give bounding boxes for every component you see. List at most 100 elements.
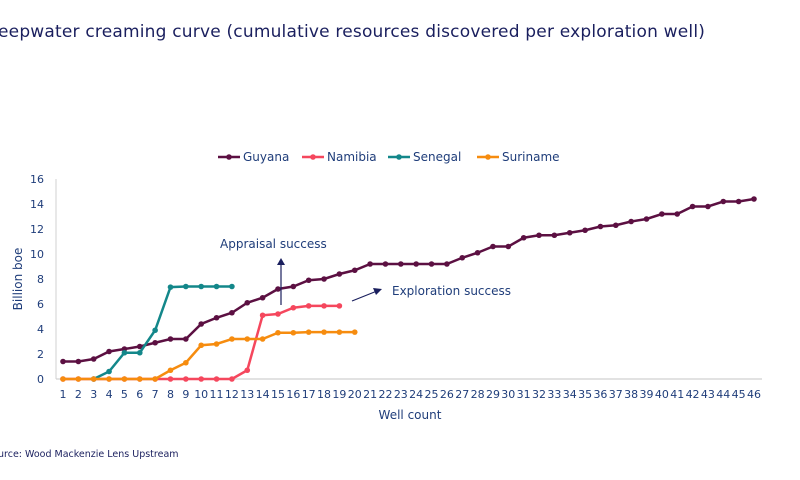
legend-label-guyana: Guyana [243, 150, 289, 164]
data-point-guyana [106, 348, 112, 355]
x-tick-label: 40 [655, 388, 669, 401]
x-tick-label: 10 [194, 388, 208, 401]
data-point-guyana [536, 232, 542, 239]
x-tick-label: 37 [609, 388, 623, 401]
legend-marker-guyana [226, 154, 232, 160]
x-tick-label: 32 [532, 388, 546, 401]
data-point-suriname [290, 329, 297, 336]
data-point-suriname [152, 376, 158, 382]
x-tick-label: 4 [106, 388, 113, 401]
data-point-guyana [321, 276, 327, 282]
series-line-guyana [63, 197, 755, 363]
x-tick-label: 3 [90, 388, 97, 401]
x-tick-label: 19 [332, 388, 346, 401]
data-point-guyana [305, 277, 312, 284]
data-point-guyana [566, 229, 573, 236]
data-point-guyana [628, 218, 634, 225]
source-note: urce: Wood Mackenzie Lens Upstream [0, 449, 179, 460]
data-point-suriname [305, 329, 312, 335]
data-point-guyana [659, 211, 665, 217]
data-point-senegal [198, 283, 204, 290]
x-tick-label: 29 [486, 388, 500, 401]
legend-marker-senegal [396, 154, 402, 160]
data-point-guyana [689, 203, 696, 210]
x-tick-label: 8 [167, 388, 174, 401]
x-tick-label: 42 [686, 388, 700, 401]
y-tick-label: 10 [30, 248, 44, 261]
legend-label-senegal: Senegal [413, 150, 461, 164]
data-point-guyana [674, 211, 681, 217]
data-point-guyana [551, 232, 558, 239]
x-tick-label: 12 [225, 388, 239, 401]
data-point-guyana [582, 227, 588, 234]
data-point-guyana [643, 216, 650, 222]
data-point-guyana [444, 261, 450, 267]
annotation-appraisal-success: Appraisal success [220, 237, 327, 251]
data-point-senegal [183, 283, 189, 290]
x-tick-label: 21 [363, 388, 377, 401]
data-point-guyana [382, 261, 389, 267]
data-point-guyana [75, 358, 82, 365]
data-point-suriname [75, 376, 82, 382]
appraisal-arrow-head [277, 258, 285, 265]
y-tick-label: 4 [37, 323, 44, 336]
x-tick-label: 7 [152, 388, 159, 401]
data-point-senegal [213, 283, 220, 290]
data-point-suriname [167, 367, 174, 374]
legend-label-namibia: Namibia [327, 150, 377, 164]
series-line-senegal [93, 285, 232, 381]
data-point-suriname [229, 336, 235, 342]
data-point-senegal [106, 368, 112, 375]
x-tick-label: 16 [286, 388, 300, 401]
data-point-guyana [259, 294, 266, 301]
data-point-suriname [336, 329, 343, 335]
data-point-suriname [60, 376, 66, 382]
x-tick-label: 26 [440, 388, 454, 401]
data-point-guyana [351, 267, 358, 274]
data-point-guyana [275, 286, 281, 292]
data-point-suriname [244, 336, 251, 342]
x-tick-label: 25 [425, 388, 439, 401]
x-tick-label: 22 [378, 388, 392, 401]
x-tick-label: 31 [517, 388, 531, 401]
data-point-senegal [136, 349, 143, 356]
x-tick-label: 17 [302, 388, 316, 401]
data-point-guyana [213, 314, 220, 321]
data-point-guyana [183, 336, 189, 342]
x-tick-label: 13 [240, 388, 254, 401]
legend-marker-namibia [310, 154, 316, 160]
data-point-senegal [229, 283, 235, 290]
data-point-suriname [321, 329, 327, 335]
x-tick-label: 35 [578, 388, 592, 401]
data-point-namibia [167, 376, 174, 382]
data-point-suriname [351, 329, 358, 335]
x-tick-label: 44 [716, 388, 730, 401]
x-tick-label: 6 [136, 388, 143, 401]
data-point-guyana [597, 223, 604, 230]
data-point-suriname [136, 376, 143, 382]
data-point-guyana [60, 358, 66, 365]
data-point-suriname [275, 329, 281, 336]
data-point-guyana [613, 222, 619, 229]
data-point-guyana [428, 261, 435, 267]
data-point-guyana [705, 203, 711, 210]
data-point-suriname [213, 341, 220, 347]
x-tick-label: 30 [501, 388, 515, 401]
data-point-suriname [106, 376, 112, 382]
data-point-guyana [735, 198, 742, 205]
y-tick-label: 8 [37, 273, 44, 286]
x-tick-label: 38 [624, 388, 638, 401]
x-tick-label: 23 [394, 388, 408, 401]
y-tick-label: 2 [37, 348, 44, 361]
x-tick-label: 5 [121, 388, 128, 401]
series-line-namibia [63, 304, 340, 381]
data-point-suriname [198, 342, 204, 349]
data-point-namibia [321, 303, 327, 309]
data-point-guyana [413, 261, 419, 267]
x-tick-label: 39 [640, 388, 654, 401]
data-point-guyana [367, 261, 373, 267]
exploration-arrow-head [373, 288, 382, 295]
data-point-guyana [398, 261, 404, 267]
y-tick-label: 0 [37, 373, 44, 386]
